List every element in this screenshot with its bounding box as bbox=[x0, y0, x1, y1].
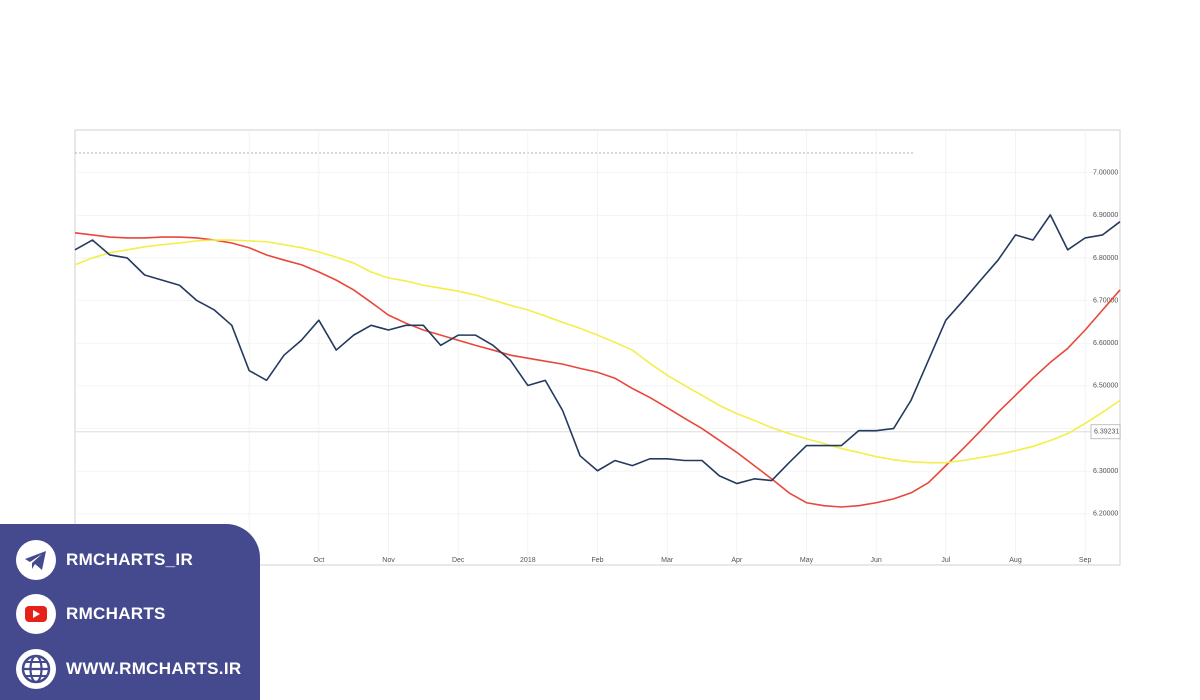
y-tick-label: 6.30000 bbox=[1093, 468, 1118, 475]
x-tick-label: Jul bbox=[941, 557, 950, 564]
website-item[interactable]: WWW.RMCHARTS.IR bbox=[16, 649, 241, 689]
x-tick-label: Nov bbox=[382, 557, 395, 564]
series-line bbox=[74, 239, 1121, 464]
x-tick-label: Sep bbox=[1079, 557, 1092, 564]
social-panel: RMCHARTS_IR RMCHARTS WWW.RMCHARTS.IR bbox=[0, 524, 260, 700]
x-tick-label: Jun bbox=[871, 557, 882, 564]
x-tick-label: Aug bbox=[1009, 557, 1022, 564]
x-tick-label: Apr bbox=[731, 557, 743, 564]
y-tick-label: 6.60000 bbox=[1093, 340, 1118, 347]
last-value-box bbox=[1090, 424, 1121, 440]
x-tick-label: May bbox=[800, 557, 814, 564]
globe-icon bbox=[16, 649, 56, 689]
youtube-text: RMCHARTS bbox=[66, 604, 166, 623]
youtube-item[interactable]: RMCHARTS bbox=[16, 594, 166, 634]
last-value-label: 6.39231 bbox=[1094, 429, 1119, 436]
x-tick-label: Mar bbox=[661, 557, 674, 564]
y-tick-label: 6.80000 bbox=[1093, 255, 1118, 262]
y-tick-label: 6.50000 bbox=[1093, 383, 1118, 390]
y-tick-label: 6.20000 bbox=[1093, 511, 1118, 518]
series-line bbox=[74, 214, 1121, 485]
telegram-icon bbox=[16, 540, 56, 580]
telegram-item[interactable]: RMCHARTS_IR bbox=[16, 540, 193, 580]
series-line bbox=[74, 231, 1121, 508]
x-tick-label: Oct bbox=[313, 557, 324, 564]
y-tick-label: 7.00000 bbox=[1093, 169, 1118, 176]
youtube-icon bbox=[16, 594, 56, 634]
y-tick-label: 6.90000 bbox=[1093, 212, 1118, 219]
x-tick-label: Feb bbox=[591, 557, 603, 564]
website-text: WWW.RMCHARTS.IR bbox=[66, 659, 242, 678]
x-tick-label: Dec bbox=[452, 557, 465, 564]
y-tick-label: 6.70000 bbox=[1093, 297, 1118, 304]
telegram-text: RMCHARTS_IR bbox=[66, 550, 194, 569]
x-tick-label: 2018 bbox=[520, 557, 536, 564]
